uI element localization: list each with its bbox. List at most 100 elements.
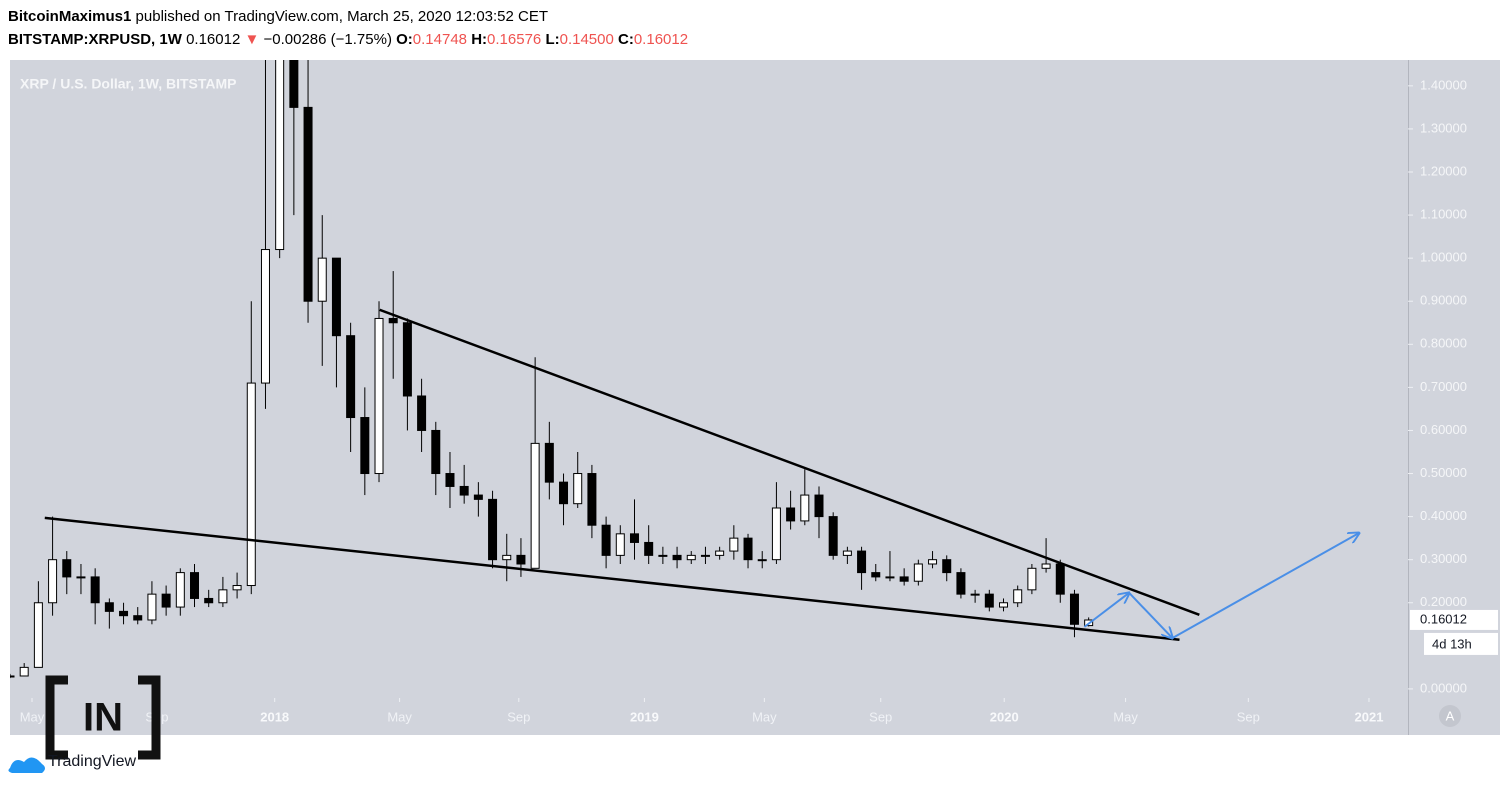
candle-body [303,106,313,302]
candle-body [317,257,327,302]
candle-body [1013,589,1023,604]
x-tick-label: 2019 [630,709,659,724]
candle-body [104,602,114,612]
candle-body [62,559,72,578]
candle-body [530,442,540,569]
candle-body [729,537,739,552]
last-price-box [1410,609,1498,630]
y-tick-label: 0.30000 [1420,551,1467,566]
y-tick-label: 1.40000 [1420,77,1467,92]
candle-body [10,675,15,678]
candle-body [133,615,143,621]
scale-button[interactable] [1439,705,1461,727]
candle-body [76,576,86,579]
candle-body [445,473,455,487]
candle-body [473,494,483,500]
y-tick-label: 1.20000 [1420,163,1467,178]
y-tick-label: 0.70000 [1420,379,1467,394]
ohlc-key: H: [471,31,487,48]
candle-body [360,417,370,475]
y-tick-label: 1.30000 [1420,120,1467,135]
candle-body [1041,563,1051,569]
candle-body [757,559,767,562]
countdown-box [1424,632,1498,655]
scale-button-label[interactable]: A [1446,708,1455,723]
candle-body [544,442,554,483]
candle-body [999,602,1009,608]
projection-arrow [1083,593,1129,628]
y-tick-label: 1.10000 [1420,207,1467,222]
candle-body [658,554,668,557]
x-tick-label: Sep [869,709,892,724]
tradingview-text: TradingView [48,753,136,770]
countdown-label: 4d 13h [1432,636,1472,651]
x-tick-label: May [1113,709,1138,724]
watermark-logo: IN [45,675,161,760]
y-tick-label: 0.80000 [1420,336,1467,351]
trendline [44,516,1180,642]
symbol: BITSTAMP:XRPUSD, 1W [8,31,183,48]
candle-body [459,485,469,496]
candle-body [644,541,654,556]
candle-body [161,593,171,608]
candle-body [771,507,781,561]
header-line-2: BITSTAMP:XRPUSD, 1W 0.16012 ▼ −0.00286 (… [8,31,688,48]
chart-title: XRP / U.S. Dollar, 1W, BITSTAMP [20,76,237,92]
y-tick-label: 0.60000 [1420,422,1467,437]
x-tick-label: May [20,709,45,724]
candle-body [842,550,852,556]
candle-body [928,559,938,565]
ohlc-value: 0.14500 [560,31,614,48]
candle-body [346,335,356,419]
candle-body [119,610,129,617]
x-tick-label: May [752,709,777,724]
watermark-text: IN [83,696,123,740]
candle-body [700,554,710,557]
published: published on TradingView.com, March 25, … [136,8,548,25]
x-tick-label: Sep [1237,709,1260,724]
candle-body [516,554,526,565]
candle-body [587,473,597,526]
candle-body [204,597,214,604]
candle-body [48,559,58,604]
author: BitcoinMaximus1 [8,8,131,25]
plot-area [10,60,1359,679]
candle-body [885,576,895,579]
tradingview-logo: TradingView [8,753,136,773]
candle-body [984,593,994,608]
candle-body [402,322,412,397]
candle-body [1055,563,1065,595]
candle-body [331,257,341,337]
ohlc-key: O: [396,31,413,48]
candle-body [942,559,952,574]
candle-body [800,494,810,522]
projection-arrow [1171,533,1359,639]
x-tick-label: Sep [507,709,530,724]
candle-body [899,576,909,582]
ohlc-key: C: [618,31,634,48]
candle-body [573,473,583,505]
x-tick-label: 2021 [1355,709,1384,724]
x-tick-label: 2020 [990,709,1019,724]
candle-body [260,249,270,384]
y-tick-label: 0.00000 [1420,680,1467,695]
candle-body [289,60,299,108]
last-price-label: 0.16012 [1420,611,1467,626]
ohlc-value: 0.16576 [487,31,541,48]
candle-body [629,533,639,543]
candle-body [190,572,200,599]
candle-body [970,593,980,596]
candle-body [90,576,100,604]
ohlc-key: L: [545,31,559,48]
candle-body [232,585,242,591]
candle-body [275,60,285,251]
candle-body [502,554,512,561]
arrow: ▼ [244,31,259,48]
candle-body [828,516,838,556]
last: 0.16012 [186,31,240,48]
candle-body [743,537,753,561]
candle-body [417,395,427,431]
trendline [379,308,1200,616]
